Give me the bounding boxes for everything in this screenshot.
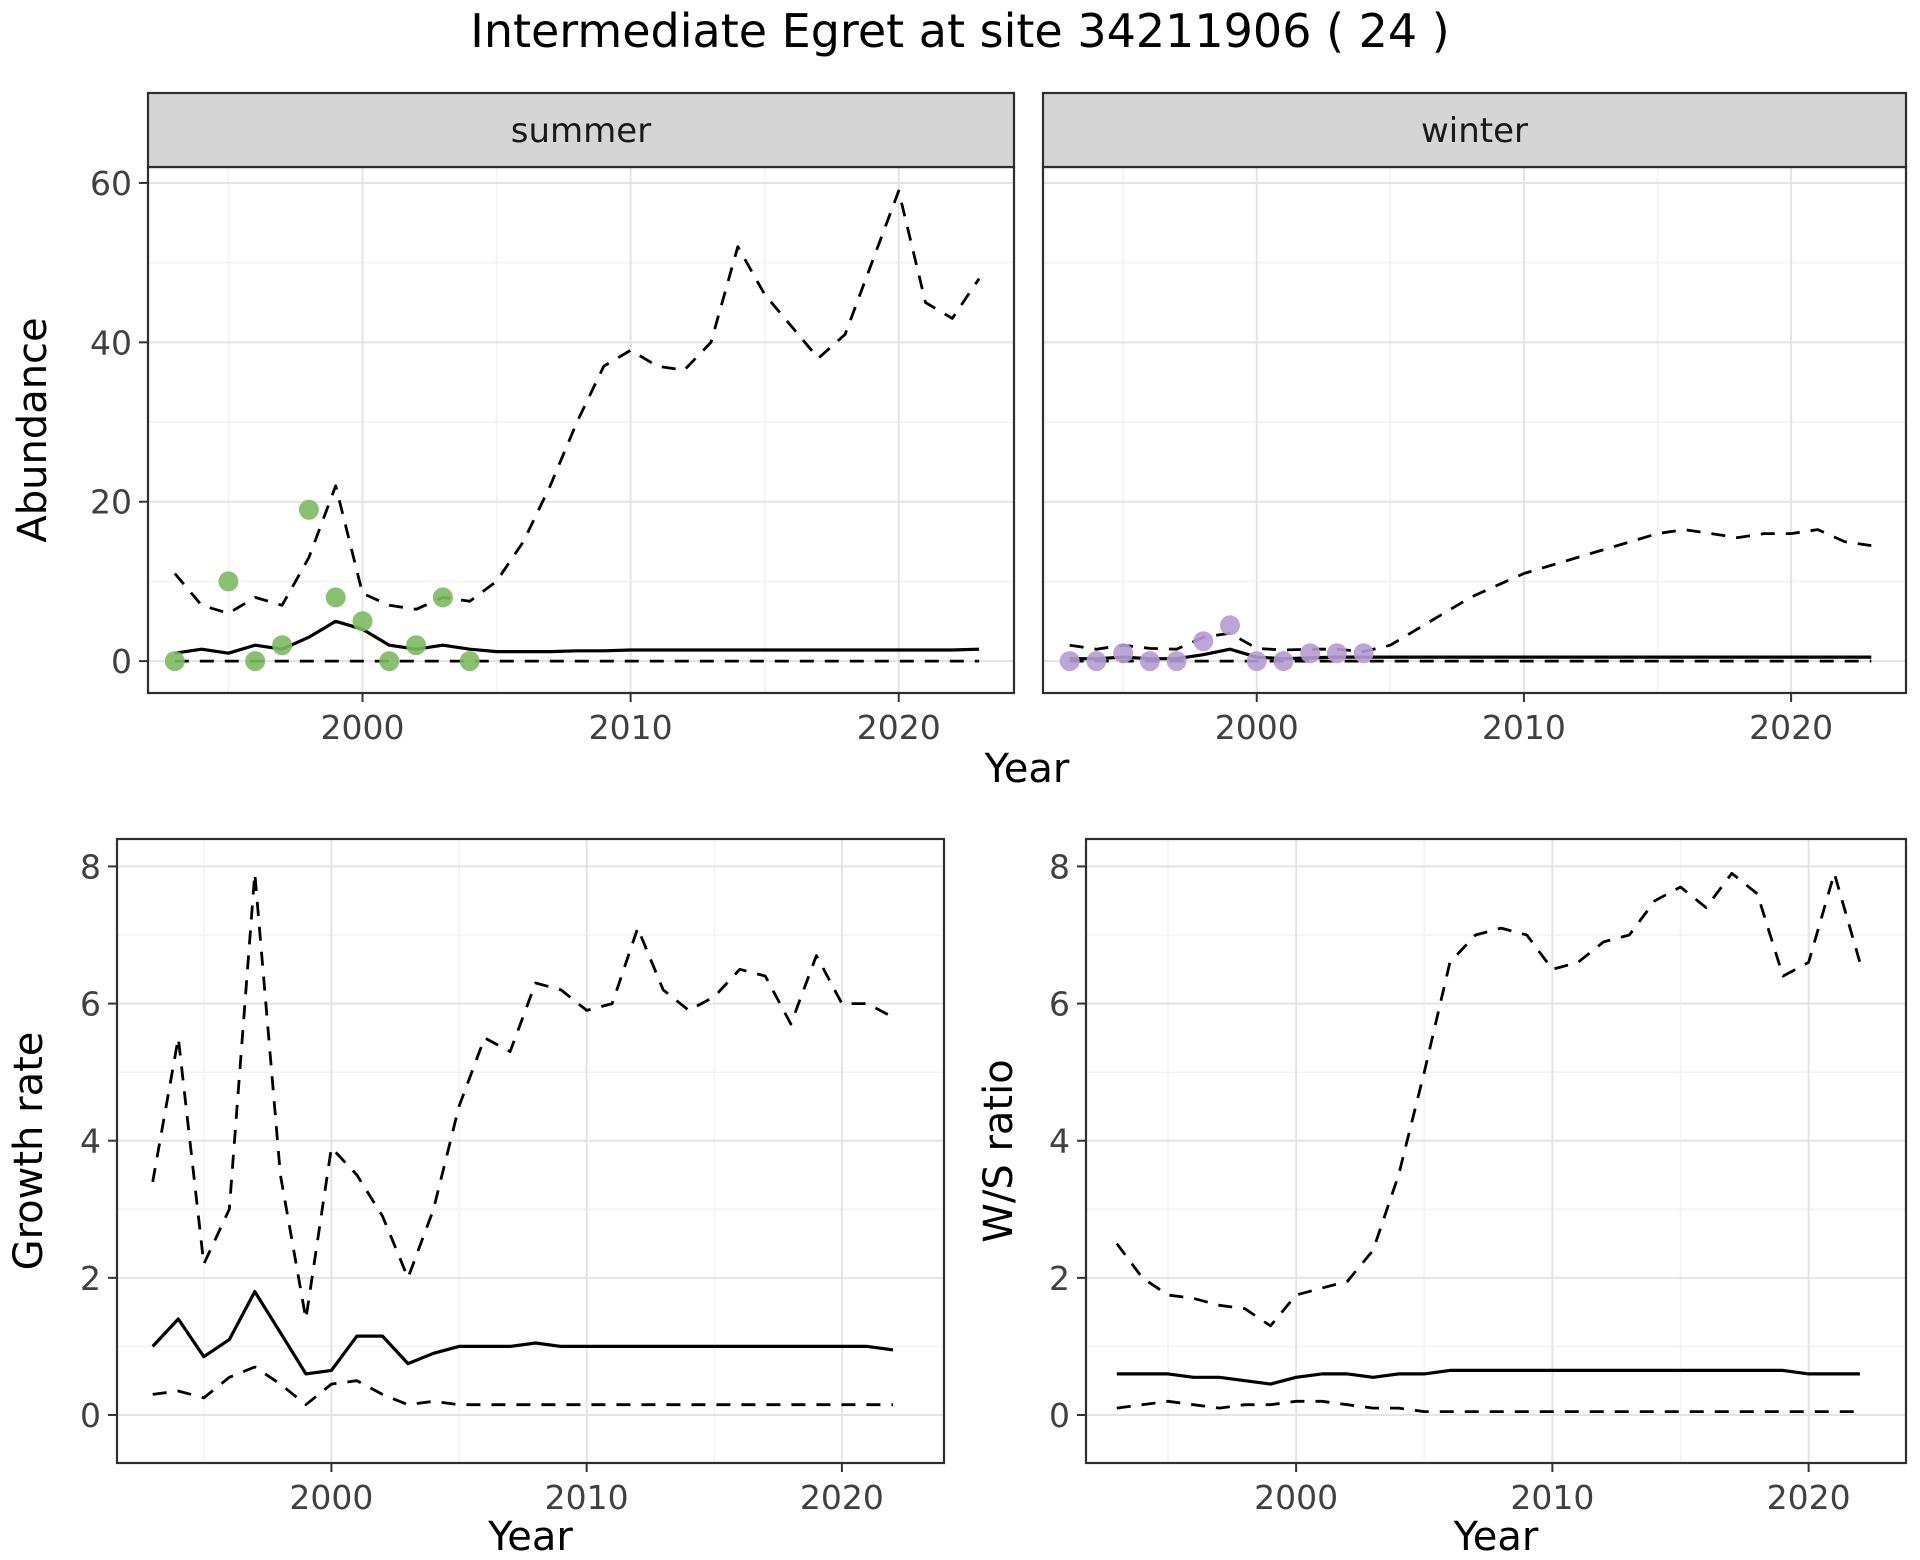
observed-point bbox=[1353, 643, 1374, 664]
facet-strip-label: summer bbox=[511, 111, 651, 151]
x-axis-title: Year bbox=[1453, 1514, 1539, 1560]
upper-ci-line bbox=[173, 189, 981, 615]
observed-point bbox=[1139, 651, 1160, 672]
y-tick-label: 0 bbox=[1049, 1396, 1070, 1435]
facet-strip bbox=[1041, 91, 1908, 169]
observed-point bbox=[1113, 643, 1134, 664]
y-tick-label: 2 bbox=[1049, 1259, 1070, 1298]
observed-point bbox=[432, 587, 453, 608]
x-tick-label: 2020 bbox=[857, 708, 941, 747]
plot-area-growth-rate bbox=[151, 871, 894, 1407]
panel-background bbox=[1086, 839, 1906, 1463]
x-tick-label: 2000 bbox=[320, 708, 404, 747]
y-tick-label: 60 bbox=[90, 164, 132, 203]
observed-point bbox=[218, 571, 239, 592]
observed-point bbox=[459, 651, 480, 672]
y-tick-label: 0 bbox=[111, 642, 132, 681]
y-tick-label: 0 bbox=[80, 1396, 101, 1435]
observed-point bbox=[298, 499, 319, 520]
panel-growth-rate: 2000 2010 2020 0 2 4 6 8 Year Growth rate bbox=[6, 837, 946, 1560]
median-line bbox=[151, 1289, 894, 1376]
y-axis-title: Abundance bbox=[10, 317, 56, 542]
observed-point bbox=[1086, 651, 1107, 672]
x-axis-title-shared: Year bbox=[984, 746, 1070, 792]
median-line bbox=[174, 619, 980, 655]
x-tick-label: 2000 bbox=[1215, 708, 1299, 747]
median-line bbox=[1116, 1368, 1860, 1386]
observed-point bbox=[245, 651, 266, 672]
y-tick-label: 40 bbox=[90, 323, 132, 362]
observed-point bbox=[1326, 643, 1347, 664]
plot-area-abundance-winter bbox=[1059, 528, 1872, 672]
x-tick-label: 2010 bbox=[1510, 1478, 1594, 1517]
plot-area-ws-ratio bbox=[1115, 871, 1862, 1413]
x-tick-label: 2020 bbox=[1767, 1478, 1851, 1517]
x-tick-label: 2010 bbox=[589, 708, 673, 747]
y-tick-label: 2 bbox=[80, 1259, 101, 1298]
x-axis-title: Year bbox=[487, 1514, 573, 1560]
y-tick-label: 6 bbox=[1049, 985, 1070, 1024]
observed-point bbox=[1273, 651, 1294, 672]
panel-border bbox=[1084, 837, 1908, 1465]
x-tick-label: 2010 bbox=[545, 1478, 629, 1517]
x-tick-label: 2000 bbox=[289, 1478, 373, 1517]
observed-point bbox=[1166, 651, 1187, 672]
chart-title: Intermediate Egret at site 34211906 ( 24… bbox=[470, 4, 1450, 58]
observed-point bbox=[1300, 643, 1321, 664]
y-axis-title: Growth rate bbox=[6, 1032, 52, 1271]
y-tick-label: 6 bbox=[80, 985, 101, 1024]
panel-ws-ratio: 2000 2010 2020 0 2 4 6 8 Year W/S ratio bbox=[976, 837, 1908, 1560]
observed-point bbox=[406, 635, 427, 656]
panel-background bbox=[117, 839, 944, 1463]
x-tick-label: 2020 bbox=[800, 1478, 884, 1517]
observed-point bbox=[272, 635, 293, 656]
y-tick-label: 8 bbox=[80, 847, 101, 886]
x-tick-label: 2000 bbox=[1254, 1478, 1338, 1517]
panel-background bbox=[148, 167, 1014, 693]
panel-abundance-winter: winter 2000 2010 2020 bbox=[1041, 91, 1908, 747]
y-tick-label: 4 bbox=[1049, 1122, 1070, 1161]
observed-point bbox=[325, 587, 346, 608]
observed-point bbox=[1220, 615, 1240, 636]
observed-point bbox=[164, 651, 185, 672]
x-tick-label: 2020 bbox=[1749, 708, 1833, 747]
panel-border bbox=[115, 837, 946, 1465]
facet-strip bbox=[146, 91, 1016, 169]
upper-ci-line bbox=[1115, 871, 1862, 1328]
observed-point bbox=[352, 611, 373, 632]
observed-point bbox=[379, 651, 400, 672]
facet-strip-label: winter bbox=[1421, 111, 1528, 151]
observed-point bbox=[1193, 631, 1214, 652]
panel-abundance-summer: summer 2000 2010 2020 0 20 40 60 Abundance bbox=[10, 91, 1016, 747]
y-tick-label: 20 bbox=[90, 483, 132, 522]
observed-point bbox=[1246, 651, 1267, 672]
lower-ci-line bbox=[152, 1365, 893, 1407]
y-tick-label: 4 bbox=[80, 1122, 101, 1161]
y-axis-title: W/S ratio bbox=[976, 1059, 1022, 1242]
observed-point bbox=[1059, 651, 1080, 672]
panel-background bbox=[1043, 167, 1906, 693]
x-tick-label: 2010 bbox=[1482, 708, 1566, 747]
plot-area-abundance-summer bbox=[164, 189, 981, 672]
median-line bbox=[1069, 647, 1872, 661]
y-tick-label: 8 bbox=[1049, 847, 1070, 886]
